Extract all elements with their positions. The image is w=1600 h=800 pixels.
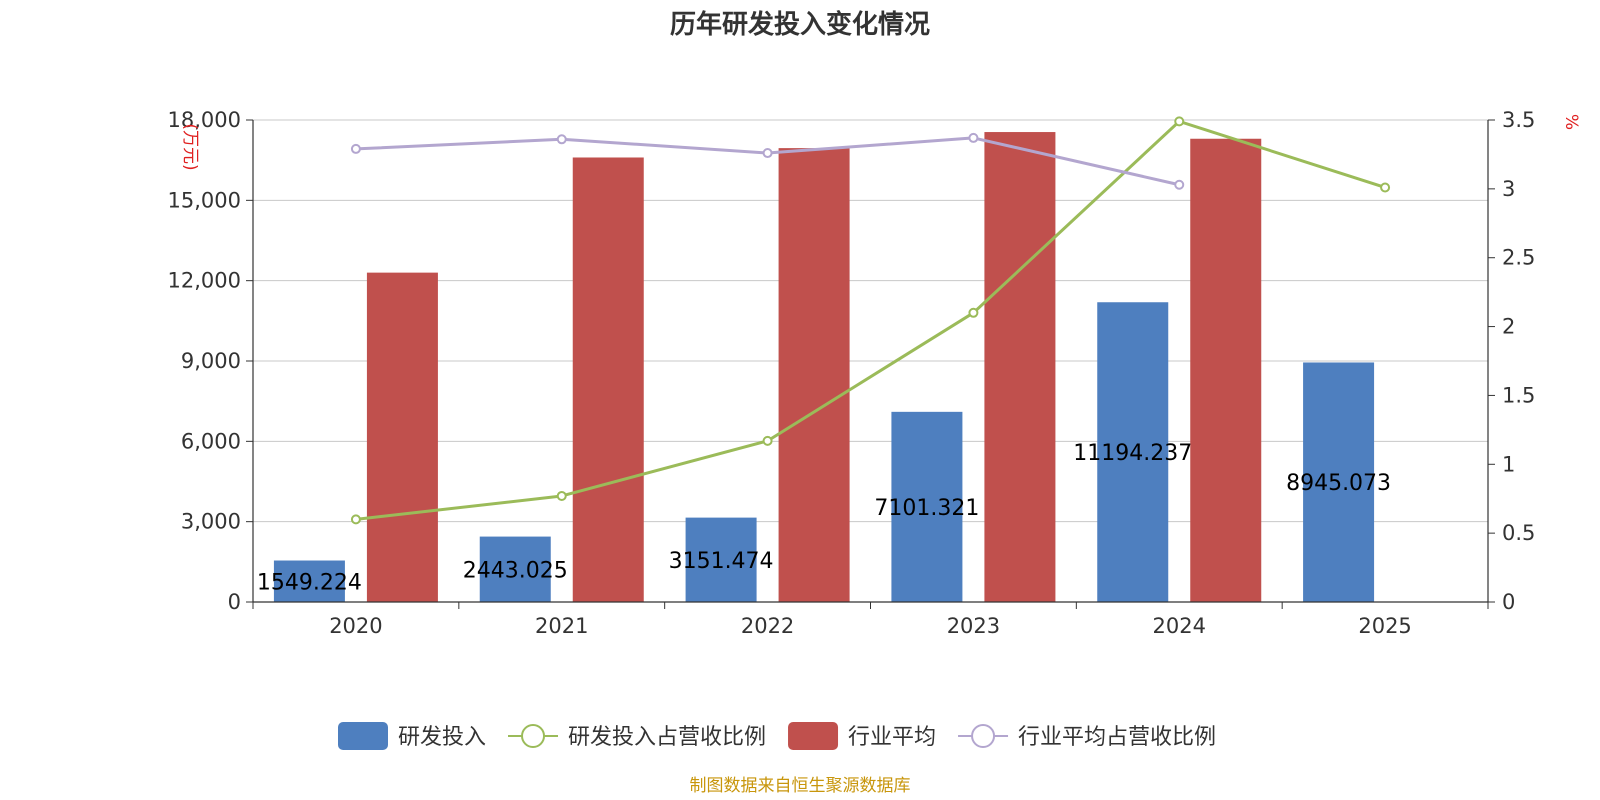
industry-average-bar [778,148,850,602]
industry-ratio-point [556,134,567,145]
right-tick-label: 3.5 [1502,108,1535,132]
rd-investment-value-label: 2443.025 [463,558,568,583]
bar-series [273,132,1375,603]
rd-ratio-point [968,307,979,318]
rd-ratio-point [350,514,361,525]
right-tick-label: 1 [1502,452,1515,476]
rd-investment-bar [1303,362,1375,602]
x-tick-label: 2022 [741,614,794,638]
legend-label: 行业平均占营收比例 [1018,725,1216,750]
x-tick-label: 2020 [329,614,382,638]
rd-ratio-point [1380,182,1391,193]
rd-investment-value-label: 7101.321 [874,496,979,521]
rd-investment-bar [479,536,551,602]
rd-investment-bar [685,517,757,602]
industry-average-bar [572,157,644,602]
rd-investment-value-label: 3151.474 [669,549,774,574]
legend-label: 研发投入占营收比例 [568,725,766,750]
industry-average-bar [984,132,1056,603]
data-source-note: 制图数据来自恒生聚源数据库 [690,776,911,796]
legend-label: 行业平均 [848,725,936,750]
legend-marker-icon [971,724,996,748]
rd-investment-bar [273,560,345,602]
rd-investment-value-label: 1549.224 [257,570,362,595]
left-tick-label: 12,000 [168,269,241,293]
right-tick-label: 1.5 [1502,383,1535,407]
data-labels: 1549.224 2443.025 3151.474 7101.321 11194.23… [257,441,1391,595]
rd-investment-bar [891,411,963,602]
right-tick-label: 3 [1502,177,1515,201]
rd-ratio-point [762,435,773,446]
axes: 03,0006,0009,00012,00015,00018,00000.511… [168,108,1536,638]
industry-ratio-point [350,143,361,154]
x-tick-label: 2023 [947,614,1000,638]
left-tick-label: 0 [228,590,241,614]
industry-ratio-line [355,136,1180,187]
gridlines [253,119,1488,523]
right-tick-label: 0 [1502,590,1515,614]
line-series [350,116,1391,525]
rd-investment-bar [1097,302,1169,602]
industry-average-bar [366,272,438,602]
right-tick-label: 2 [1502,315,1515,339]
left-tick-label: 18,000 [168,108,241,132]
left-axis-unit: (万元) [180,123,200,170]
industry-average-bar [1190,138,1262,602]
industry-ratio-point [1174,179,1185,190]
x-tick-label: 2024 [1153,614,1206,638]
legend-bar-swatch [338,722,388,750]
rd-ratio-line [355,119,1386,521]
left-tick-label: 15,000 [168,188,241,212]
rd-ratio-point [1174,116,1185,127]
right-tick-label: 0.5 [1502,521,1535,545]
x-tick-label: 2021 [535,614,588,638]
rd-ratio-point [556,490,567,501]
left-tick-label: 3,000 [181,510,241,534]
industry-ratio-point [968,132,979,143]
x-tick-label: 2025 [1358,614,1411,638]
legend: 研发投入 研发投入占营收比例 行业平均 行业平均占营收比例 [338,722,1216,750]
legend-bar-swatch [788,722,839,750]
right-axis-unit: % [1561,114,1581,130]
industry-ratio-point [762,148,773,159]
left-tick-label: 6,000 [181,429,241,453]
legend-marker-icon [521,724,546,748]
chart-title: 历年研发投入变化情况 [670,9,930,40]
legend-label: 研发投入 [398,725,486,750]
right-tick-label: 2.5 [1502,246,1535,270]
left-tick-label: 9,000 [181,349,241,373]
rd-investment-value-label: 11194.237 [1073,441,1192,466]
rd-investment-value-label: 8945.073 [1286,471,1391,496]
